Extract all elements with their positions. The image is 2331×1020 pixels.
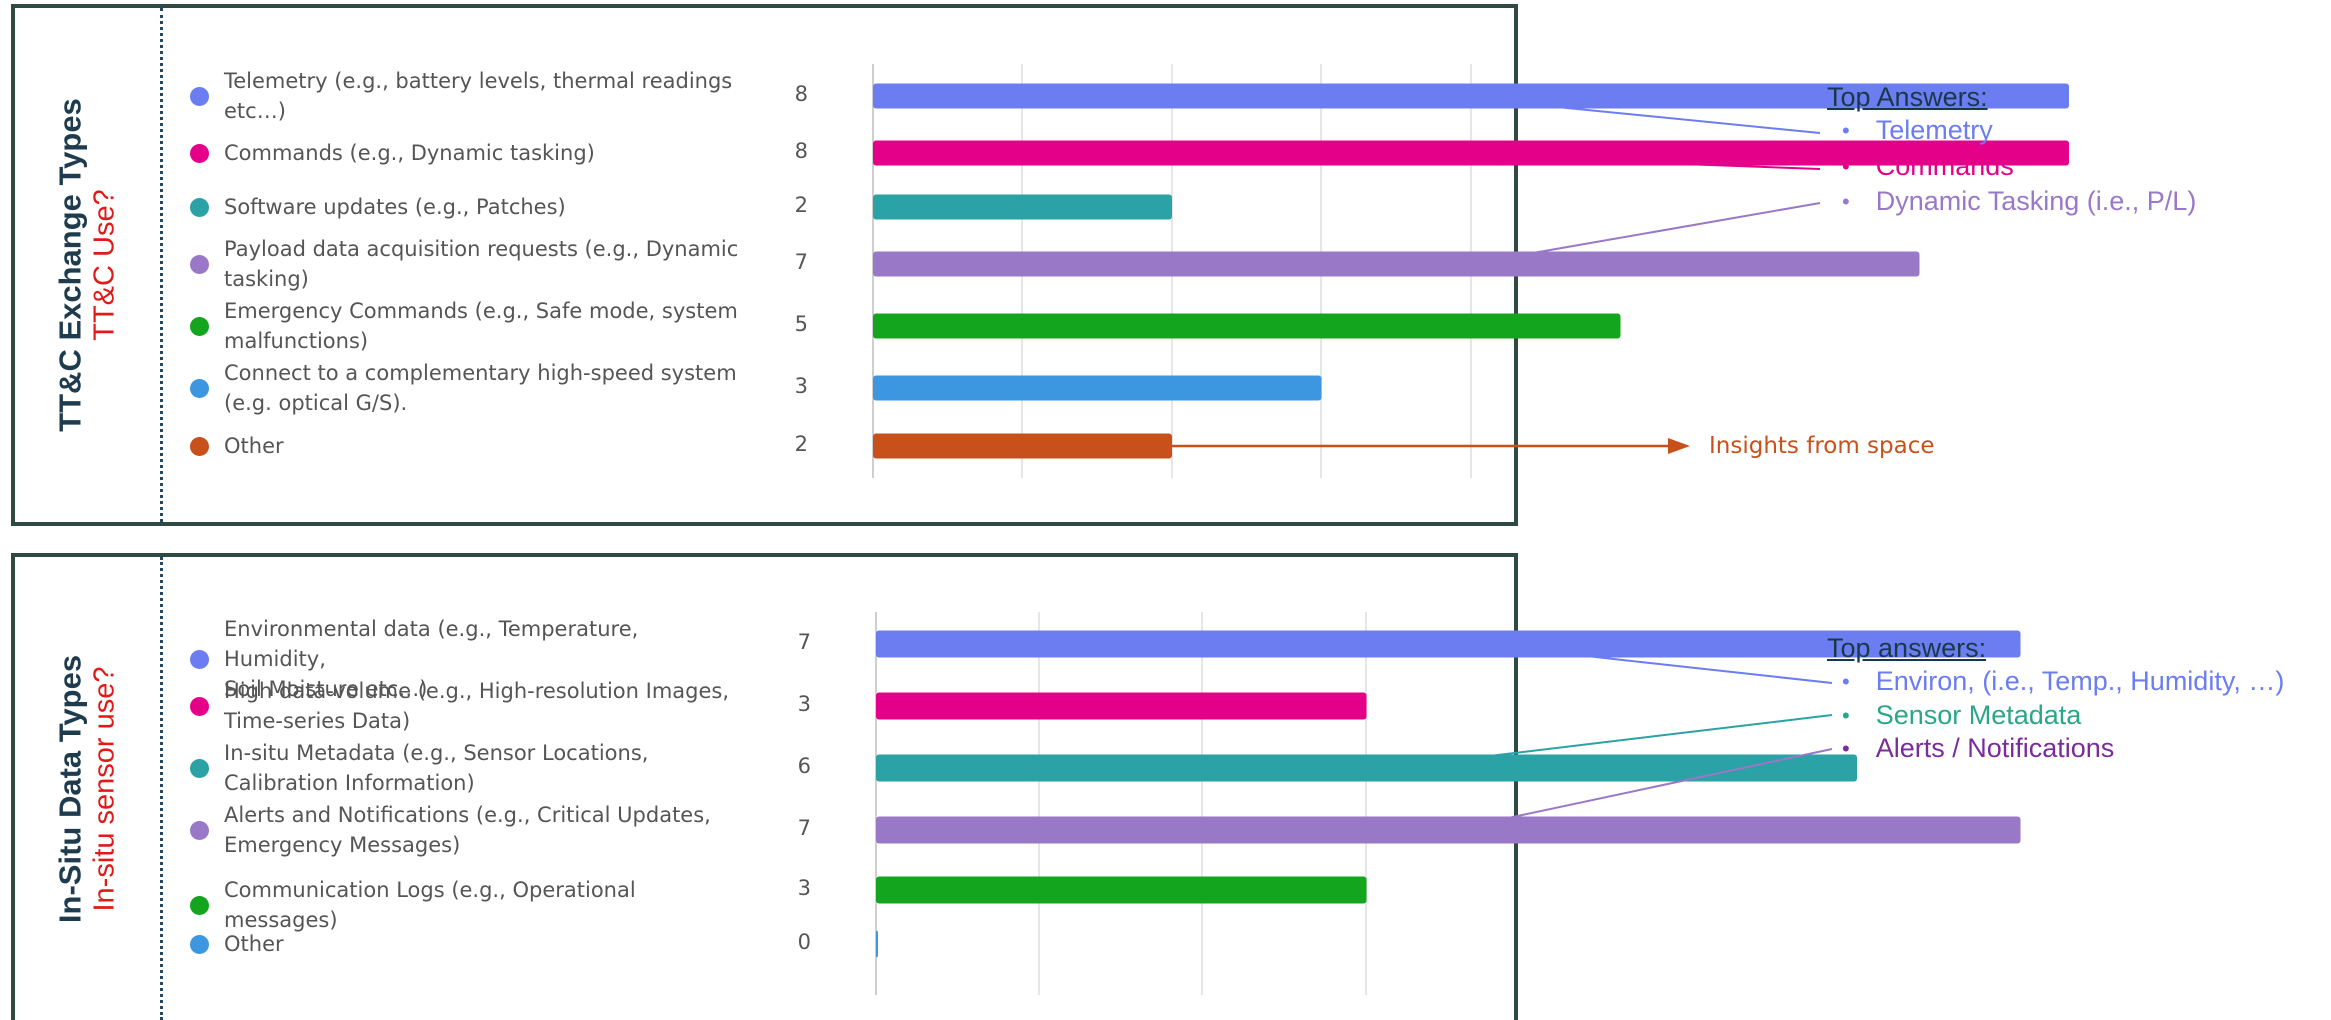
- legend-item: Software updates (e.g., Patches): [190, 192, 744, 222]
- legend-label: Telemetry (e.g., battery levels, thermal…: [224, 69, 733, 123]
- bar-value-label: 8: [794, 82, 808, 106]
- top-answer-text: Environ, (i.e., Temp., Humidity, …): [1875, 666, 2285, 696]
- legend-label: Communication Logs (e.g., Operational me…: [224, 878, 636, 932]
- bar-value-label: 0: [797, 930, 811, 954]
- bar-value-label: 3: [797, 876, 811, 900]
- panel2-top-answer-2: • Sensor Metadata: [1842, 700, 2082, 730]
- legend-label: High data-volume (e.g., High-resolution …: [224, 679, 730, 733]
- bar-value-label: 3: [797, 692, 811, 716]
- legend-label: Connect to a complementary high-speed sy…: [224, 361, 737, 415]
- insight-arrowhead: [1668, 438, 1690, 454]
- legend-dot: [190, 436, 209, 456]
- panel1-divider: [160, 8, 163, 522]
- panel1-top-answer-2: • Commands: [1842, 151, 2014, 181]
- legend-item: In-situ Metadata (e.g., Sensor Locations…: [190, 738, 744, 798]
- bar-value-label: 7: [794, 250, 808, 274]
- legend-item: Other: [190, 929, 744, 959]
- panel2-top-answer-3: • Alerts / Notifications: [1842, 733, 2115, 763]
- top-answer-text: Alerts / Notifications: [1875, 733, 2115, 763]
- top-answer-text: Telemetry: [1875, 115, 1993, 145]
- legend-label: Software updates (e.g., Patches): [224, 195, 566, 219]
- bar: [876, 876, 1367, 904]
- bar: [873, 194, 1172, 220]
- legend-label: Payload data acquisition requests (e.g.,…: [224, 237, 739, 291]
- connector-environ: [1449, 640, 1833, 684]
- legend-dot: [190, 378, 209, 398]
- bar-value-label: 5: [794, 312, 808, 336]
- panel2-divider: [160, 557, 163, 1020]
- top-answer-text: Sensor Metadata: [1875, 700, 2082, 730]
- connector-dynamic-tasking: [1423, 202, 1821, 273]
- panel1-top-answer-3: • Dynamic Tasking (i.e., P/L): [1842, 186, 2197, 216]
- bar: [873, 83, 2069, 109]
- legend-item: High data-volume (e.g., High-resolution …: [190, 676, 744, 736]
- bar: [873, 140, 2069, 166]
- panel1-top-answers-heading: Top Answers:: [1827, 82, 1988, 112]
- panel2-top-answer-1: • Environ, (i.e., Temp., Humidity, …): [1842, 666, 2285, 696]
- panel1-top-answer-1: • Telemetry: [1842, 115, 1993, 145]
- insights-from-space-label: Insights from space: [1709, 433, 1935, 459]
- legend-item: Commands (e.g., Dynamic tasking): [190, 138, 744, 168]
- legend-dot: [190, 934, 209, 954]
- bar: [876, 630, 2021, 658]
- legend-dot: [190, 197, 209, 217]
- connector-alerts: [1451, 748, 1833, 831]
- bar: [876, 816, 2021, 844]
- legend-item: Connect to a complementary high-speed sy…: [190, 358, 744, 418]
- legend-label: Commands (e.g., Dynamic tasking): [224, 141, 595, 165]
- top-answer-text: Dynamic Tasking (i.e., P/L): [1875, 186, 2197, 216]
- bar: [876, 754, 1857, 782]
- bar: [873, 251, 1920, 277]
- legend-item: Environmental data (e.g., Temperature, H…: [190, 614, 744, 704]
- legend-dot: [190, 316, 209, 336]
- bar: [876, 930, 878, 958]
- legend-item: Payload data acquisition requests (e.g.,…: [190, 234, 744, 294]
- bar: [876, 692, 1367, 720]
- top-answer-text: Commands: [1875, 151, 2014, 181]
- legend-label: Emergency Commands (e.g., Safe mode, sys…: [224, 299, 738, 353]
- bar-value-label: 7: [797, 816, 811, 840]
- legend-label: In-situ Metadata (e.g., Sensor Locations…: [224, 741, 649, 795]
- legend-dot: [190, 696, 209, 716]
- legend-item: Alerts and Notifications (e.g., Critical…: [190, 800, 744, 860]
- legend-label: Other: [224, 434, 284, 458]
- legend-label: Alerts and Notifications (e.g., Critical…: [224, 803, 711, 857]
- legend-item: Telemetry (e.g., battery levels, thermal…: [190, 66, 744, 126]
- bar-value-label: 7: [797, 630, 811, 654]
- connector-metadata: [1371, 714, 1833, 771]
- legend-dot: [190, 820, 209, 840]
- legend-dot: [190, 758, 209, 778]
- bar: [873, 375, 1322, 401]
- legend-item: Emergency Commands (e.g., Safe mode, sys…: [190, 296, 744, 356]
- bar-value-label: 2: [794, 193, 808, 217]
- legend-item: Communication Logs (e.g., Operational me…: [190, 875, 744, 935]
- legend-dot: [190, 86, 209, 106]
- bar: [873, 433, 1172, 459]
- legend-dot: [190, 649, 209, 669]
- legend-dot: [190, 143, 209, 163]
- bar-value-label: 6: [797, 754, 811, 778]
- bar-value-label: 3: [794, 374, 808, 398]
- bar-value-label: 2: [794, 432, 808, 456]
- legend-dot: [190, 254, 209, 274]
- bar-value-label: 8: [794, 139, 808, 163]
- legend-dot: [190, 895, 209, 915]
- bar: [873, 313, 1621, 339]
- panel2-top-answers-heading: Top answers:: [1827, 633, 1987, 663]
- connector-telemetry: [1485, 99, 1821, 134]
- legend-label: Other: [224, 932, 284, 956]
- legend-item: Other: [190, 431, 744, 461]
- legend-label: Environmental data (e.g., Temperature, H…: [224, 617, 639, 701]
- connector-commands: [1485, 156, 1821, 170]
